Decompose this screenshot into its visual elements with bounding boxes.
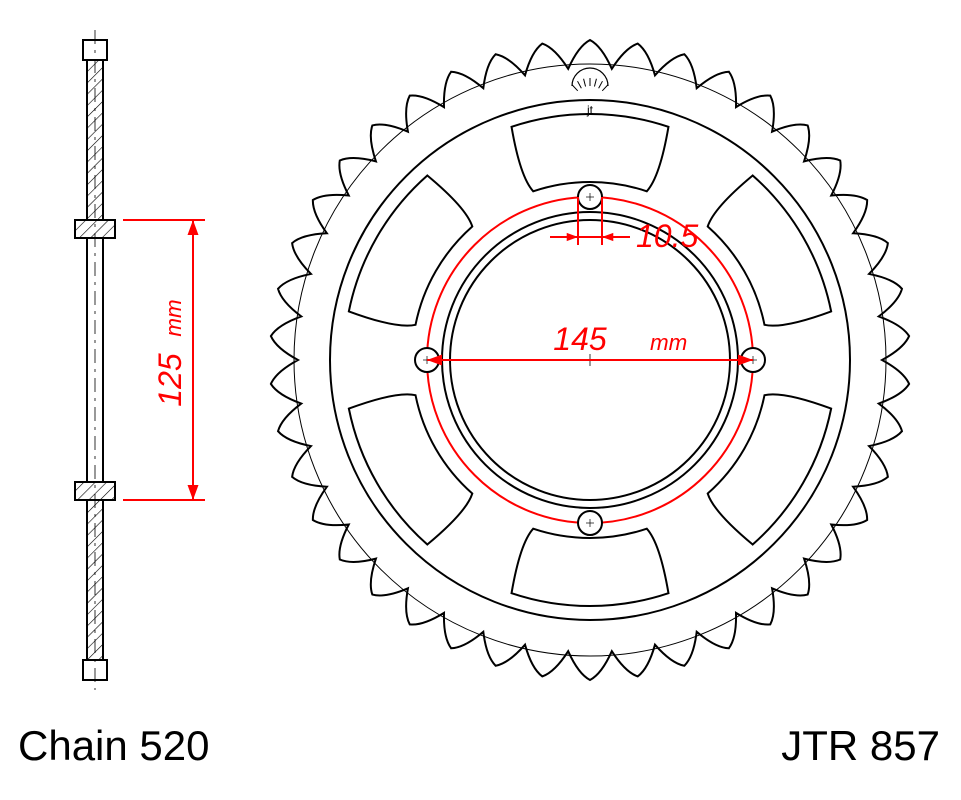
- dimension-bore-text: 125: [152, 353, 188, 407]
- dimension-bolt-circle-unit: mm: [650, 330, 687, 355]
- dimension-bore-unit: mm: [161, 299, 186, 336]
- sprocket-front-view: jt 145 mm 10.5: [271, 40, 909, 680]
- dimension-bolt-circle-text: 145: [553, 321, 607, 357]
- chain-label: Chain 520: [18, 722, 209, 769]
- part-number-label: JTR 857: [781, 722, 940, 769]
- dimension-bore: 125 mm: [123, 220, 205, 500]
- sprocket-side-view: 125 mm: [75, 30, 205, 690]
- dimension-bolt-hole-text: 10.5: [636, 218, 698, 254]
- sprocket-cutout: [512, 114, 669, 191]
- sprocket-cutout: [512, 529, 669, 606]
- svg-text:jt: jt: [586, 103, 594, 117]
